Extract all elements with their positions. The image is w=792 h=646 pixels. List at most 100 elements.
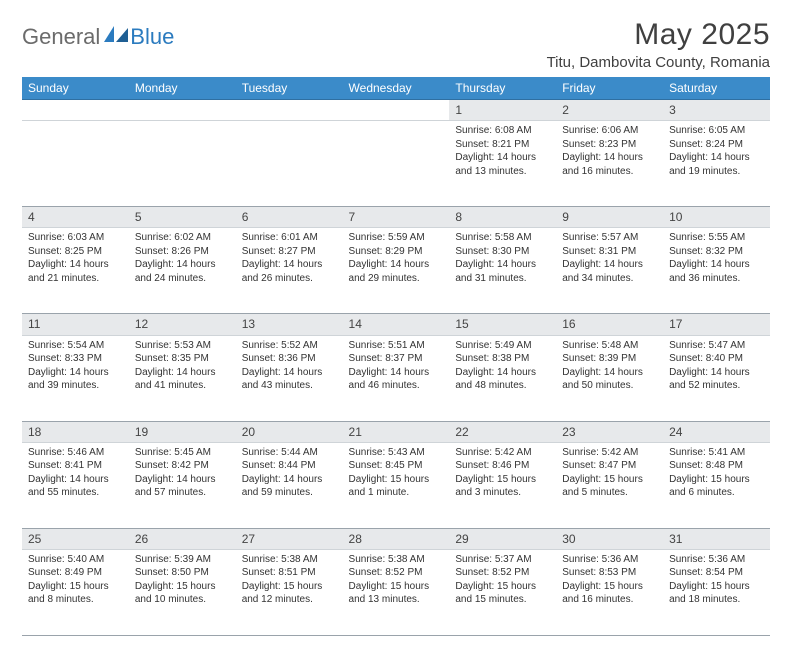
day-number: 15: [449, 314, 556, 335]
day-cell: Sunrise: 5:41 AMSunset: 8:48 PMDaylight:…: [663, 442, 770, 528]
sunrise-text: Sunrise: 5:55 AM: [669, 231, 764, 245]
day-cell: Sunrise: 5:38 AMSunset: 8:52 PMDaylight:…: [343, 549, 450, 635]
sunrise-text: Sunrise: 5:43 AM: [349, 446, 444, 460]
daylight-text: Daylight: 14 hours: [349, 366, 444, 380]
day-number: 25: [22, 528, 129, 549]
brand-logo: General Blue: [22, 18, 174, 50]
day-number: 23: [556, 421, 663, 442]
sunset-text: Sunset: 8:23 PM: [562, 138, 657, 152]
daylight-text: and 19 minutes.: [669, 165, 764, 179]
sunrise-text: Sunrise: 5:38 AM: [349, 553, 444, 567]
brand-part1: General: [22, 24, 100, 50]
sunrise-text: Sunrise: 5:44 AM: [242, 446, 337, 460]
day-detail-row: Sunrise: 5:40 AMSunset: 8:49 PMDaylight:…: [22, 549, 770, 635]
daylight-text: and 41 minutes.: [135, 379, 230, 393]
weekday-header-row: Sunday Monday Tuesday Wednesday Thursday…: [22, 77, 770, 100]
daylight-text: and 55 minutes.: [28, 486, 123, 500]
daylight-text: Daylight: 14 hours: [135, 366, 230, 380]
sunrise-text: Sunrise: 5:59 AM: [349, 231, 444, 245]
daylight-text: Daylight: 14 hours: [135, 473, 230, 487]
sunrise-text: Sunrise: 5:38 AM: [242, 553, 337, 567]
daylight-text: and 5 minutes.: [562, 486, 657, 500]
sunset-text: Sunset: 8:32 PM: [669, 245, 764, 259]
sunset-text: Sunset: 8:46 PM: [455, 459, 550, 473]
day-detail-row: Sunrise: 6:08 AMSunset: 8:21 PMDaylight:…: [22, 121, 770, 207]
daylight-text: and 18 minutes.: [669, 593, 764, 607]
day-cell: Sunrise: 5:38 AMSunset: 8:51 PMDaylight:…: [236, 549, 343, 635]
daylight-text: Daylight: 15 hours: [562, 580, 657, 594]
day-number: 20: [236, 421, 343, 442]
day-number: 6: [236, 207, 343, 228]
weekday-header: Friday: [556, 77, 663, 100]
header: General Blue May 2025 Titu, Dambovita Co…: [22, 18, 770, 71]
day-cell: Sunrise: 5:39 AMSunset: 8:50 PMDaylight:…: [129, 549, 236, 635]
day-number: [129, 100, 236, 121]
sunset-text: Sunset: 8:21 PM: [455, 138, 550, 152]
sunrise-text: Sunrise: 6:03 AM: [28, 231, 123, 245]
daylight-text: and 26 minutes.: [242, 272, 337, 286]
day-number: 12: [129, 314, 236, 335]
daylight-text: Daylight: 14 hours: [455, 151, 550, 165]
sunset-text: Sunset: 8:50 PM: [135, 566, 230, 580]
sunrise-text: Sunrise: 5:37 AM: [455, 553, 550, 567]
day-cell: Sunrise: 5:54 AMSunset: 8:33 PMDaylight:…: [22, 335, 129, 421]
sunrise-text: Sunrise: 5:41 AM: [669, 446, 764, 460]
daylight-text: Daylight: 14 hours: [135, 258, 230, 272]
daylight-text: and 43 minutes.: [242, 379, 337, 393]
day-number: [236, 100, 343, 121]
sunrise-text: Sunrise: 5:52 AM: [242, 339, 337, 353]
sunset-text: Sunset: 8:51 PM: [242, 566, 337, 580]
sunset-text: Sunset: 8:29 PM: [349, 245, 444, 259]
sunset-text: Sunset: 8:52 PM: [349, 566, 444, 580]
sunrise-text: Sunrise: 5:57 AM: [562, 231, 657, 245]
sunrise-text: Sunrise: 6:06 AM: [562, 124, 657, 138]
sunrise-text: Sunrise: 5:53 AM: [135, 339, 230, 353]
day-number: 27: [236, 528, 343, 549]
day-cell: Sunrise: 6:08 AMSunset: 8:21 PMDaylight:…: [449, 121, 556, 207]
day-number-row: 18192021222324: [22, 421, 770, 442]
daylight-text: Daylight: 14 hours: [242, 366, 337, 380]
day-number: 10: [663, 207, 770, 228]
day-cell: Sunrise: 5:51 AMSunset: 8:37 PMDaylight:…: [343, 335, 450, 421]
daylight-text: and 48 minutes.: [455, 379, 550, 393]
daylight-text: and 24 minutes.: [135, 272, 230, 286]
month-title: May 2025: [547, 18, 770, 52]
day-cell: Sunrise: 5:48 AMSunset: 8:39 PMDaylight:…: [556, 335, 663, 421]
daylight-text: Daylight: 14 hours: [669, 151, 764, 165]
day-cell: Sunrise: 6:02 AMSunset: 8:26 PMDaylight:…: [129, 228, 236, 314]
weekday-header: Wednesday: [343, 77, 450, 100]
sunset-text: Sunset: 8:42 PM: [135, 459, 230, 473]
daylight-text: Daylight: 14 hours: [455, 258, 550, 272]
daylight-text: Daylight: 14 hours: [242, 473, 337, 487]
day-number: [22, 100, 129, 121]
daylight-text: Daylight: 15 hours: [562, 473, 657, 487]
daylight-text: and 34 minutes.: [562, 272, 657, 286]
daylight-text: and 59 minutes.: [242, 486, 337, 500]
daylight-text: Daylight: 14 hours: [28, 473, 123, 487]
sunset-text: Sunset: 8:39 PM: [562, 352, 657, 366]
daylight-text: and 12 minutes.: [242, 593, 337, 607]
day-cell: [129, 121, 236, 207]
daylight-text: and 46 minutes.: [349, 379, 444, 393]
daylight-text: Daylight: 15 hours: [349, 473, 444, 487]
daylight-text: Daylight: 15 hours: [349, 580, 444, 594]
sunset-text: Sunset: 8:37 PM: [349, 352, 444, 366]
day-cell: Sunrise: 5:44 AMSunset: 8:44 PMDaylight:…: [236, 442, 343, 528]
daylight-text: Daylight: 14 hours: [349, 258, 444, 272]
day-number: 26: [129, 528, 236, 549]
day-number: 13: [236, 314, 343, 335]
day-number: 31: [663, 528, 770, 549]
day-cell: Sunrise: 5:36 AMSunset: 8:54 PMDaylight:…: [663, 549, 770, 635]
location: Titu, Dambovita County, Romania: [547, 54, 770, 71]
sunset-text: Sunset: 8:25 PM: [28, 245, 123, 259]
sunrise-text: Sunrise: 5:42 AM: [562, 446, 657, 460]
daylight-text: Daylight: 14 hours: [242, 258, 337, 272]
day-number: 1: [449, 100, 556, 121]
day-cell: Sunrise: 5:55 AMSunset: 8:32 PMDaylight:…: [663, 228, 770, 314]
day-cell: Sunrise: 5:49 AMSunset: 8:38 PMDaylight:…: [449, 335, 556, 421]
daylight-text: and 8 minutes.: [28, 593, 123, 607]
daylight-text: and 21 minutes.: [28, 272, 123, 286]
daylight-text: Daylight: 15 hours: [135, 580, 230, 594]
daylight-text: and 3 minutes.: [455, 486, 550, 500]
sunset-text: Sunset: 8:33 PM: [28, 352, 123, 366]
